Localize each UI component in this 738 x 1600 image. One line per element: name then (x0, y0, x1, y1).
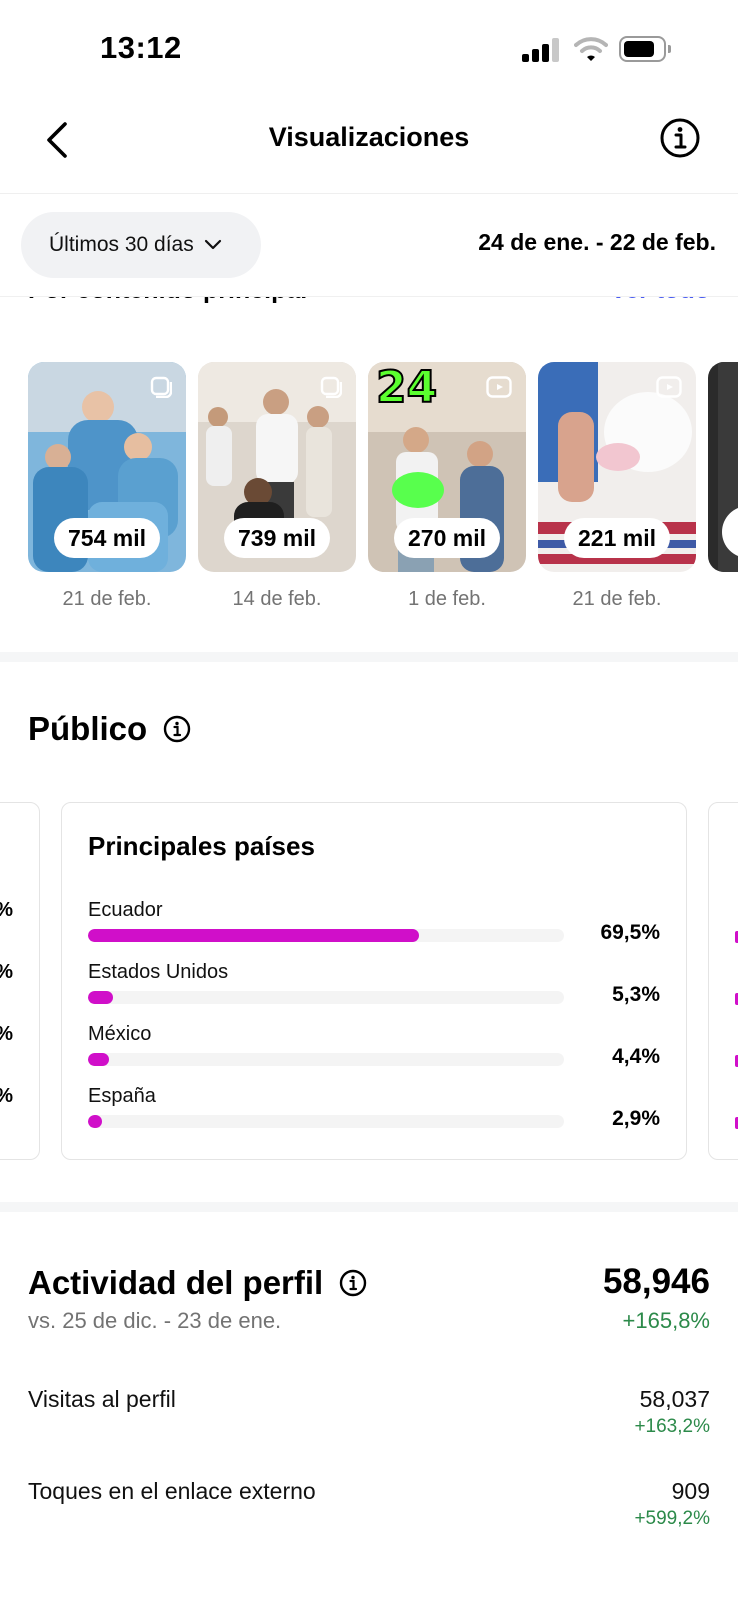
country-percent: 4,4% (612, 1045, 660, 1068)
country-bar-track (88, 929, 564, 942)
views-badge: 270 mil (394, 518, 500, 558)
country-percent: 69,5% (600, 921, 660, 944)
carousel-icon (150, 376, 172, 398)
back-button[interactable] (34, 118, 78, 162)
previous-audience-card[interactable]: % % % % (0, 802, 40, 1160)
info-icon (660, 118, 700, 158)
metric-change: +163,2% (634, 1416, 710, 1437)
profile-activity-title: Actividad del perfil (28, 1264, 324, 1301)
country-row: Ecuador 69,5% (88, 899, 660, 955)
content-thumbnail: 24 270 mil (368, 362, 526, 572)
content-item[interactable]: 24 270 mil 1 de feb. (368, 362, 526, 611)
comparison-period: vs. 25 de dic. - 23 de ene. (28, 1308, 282, 1333)
views-badge: 739 mil (224, 518, 330, 558)
content-item[interactable]: 221 mil 21 de feb. (538, 362, 696, 611)
chevron-left-icon (47, 122, 67, 158)
country-name: Estados Unidos (88, 961, 229, 983)
content-date: 21 de feb. (62, 588, 152, 610)
country-bar-track (88, 1115, 564, 1128)
audience-section-header: Público (28, 710, 191, 748)
country-bar-fill (88, 991, 113, 1004)
country-bar-track (88, 991, 564, 1004)
info-icon[interactable] (339, 1269, 367, 1297)
content-thumbnail: 221 mil (538, 362, 696, 572)
audience-title: Público (28, 710, 148, 747)
content-date: 21 de feb. (572, 588, 662, 610)
profile-activity-change: +165,8% (622, 1308, 710, 1333)
content-date: 1 de feb. (408, 588, 486, 610)
next-audience-card[interactable] (708, 802, 738, 1160)
content-date: 14 de feb. (232, 588, 322, 610)
country-percent: 2,9% (612, 1107, 660, 1130)
period-label: Últimos 30 días (49, 233, 194, 256)
content-item[interactable]: 754 mil 21 de feb. (28, 362, 186, 611)
wifi-icon (574, 36, 608, 67)
metric-label: Visitas al perfil (28, 1386, 176, 1412)
metric-value: 909 (671, 1478, 710, 1504)
metric-row-external-link-taps[interactable]: Toques en el enlace externo 909 +599,2% (28, 1478, 710, 1538)
status-bar: 13:12 (0, 0, 738, 100)
metric-value: 58,037 (639, 1386, 710, 1412)
country-name: España (88, 1085, 156, 1107)
content-item[interactable] (708, 362, 738, 572)
carousel-icon (320, 376, 342, 398)
views-badge: 221 mil (564, 518, 670, 558)
reels-icon (486, 376, 512, 398)
country-bar-track (88, 1053, 564, 1066)
country-percent: 5,3% (612, 983, 660, 1006)
battery-icon (619, 36, 671, 62)
info-button[interactable] (656, 114, 704, 162)
country-row: España 2,9% (88, 1085, 660, 1141)
section-divider (0, 1202, 738, 1212)
top-countries-card: Principales países Ecuador 69,5% Estados U… (61, 802, 687, 1160)
top-navigation-bar: Visualizaciones (0, 100, 738, 194)
card-title: Principales países (88, 831, 315, 861)
profile-activity-header: Actividad del perfil (28, 1264, 367, 1302)
info-icon[interactable] (163, 715, 191, 743)
date-filter-bar: Últimos 30 días 24 de ene. - 22 de feb. (0, 195, 738, 297)
country-row: Estados Unidos 5,3% (88, 961, 660, 1017)
content-thumbnail: 754 mil (28, 362, 186, 572)
metric-change: +599,2% (634, 1508, 710, 1529)
top-content-carousel: 754 mil 21 de feb. 739 mil (28, 362, 738, 622)
section-divider (0, 652, 738, 662)
metric-label: Toques en el enlace externo (28, 1478, 316, 1504)
country-name: México (88, 1023, 152, 1045)
period-dropdown[interactable]: Últimos 30 días (21, 212, 261, 278)
content-thumbnail (708, 362, 738, 572)
content-item[interactable]: 739 mil 14 de feb. (198, 362, 356, 611)
chevron-down-icon (204, 239, 221, 250)
country-bar-fill (88, 929, 419, 942)
views-badge: 754 mil (54, 518, 160, 558)
content-thumbnail: 739 mil (198, 362, 356, 572)
metric-row-profile-visits[interactable]: Visitas al perfil 58,037 +163,2% (28, 1386, 710, 1446)
reels-icon (656, 376, 682, 398)
status-time: 13:12 (100, 30, 182, 65)
svg-text:24: 24 (376, 362, 437, 413)
page-title: Visualizaciones (268, 122, 470, 152)
country-bar-fill (88, 1115, 102, 1128)
profile-activity-total: 58,946 (602, 1262, 710, 1301)
date-range: 24 de ene. - 22 de feb. (478, 229, 716, 255)
cellular-signal-icon (522, 38, 562, 62)
country-name: Ecuador (88, 899, 163, 921)
country-row: México 4,4% (88, 1023, 660, 1079)
country-bar-fill (88, 1053, 109, 1066)
